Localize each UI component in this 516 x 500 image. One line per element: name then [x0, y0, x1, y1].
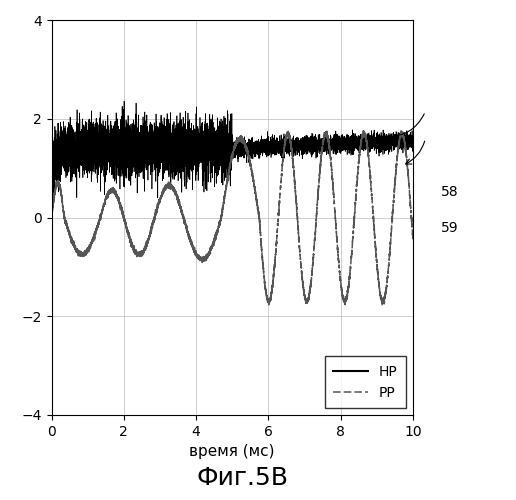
Line: РР: РР: [52, 131, 413, 306]
НР: [121, 98, 127, 104]
РР: [278, 178, 284, 184]
Line: НР: НР: [52, 101, 413, 200]
РР: [67, 231, 73, 237]
РР: [49, 214, 55, 220]
НР: [50, 197, 56, 203]
X-axis label: время (мс): время (мс): [189, 444, 275, 460]
Text: 58: 58: [441, 186, 459, 200]
РР: [335, 258, 342, 264]
НР: [410, 137, 416, 143]
РР: [379, 302, 385, 308]
НР: [67, 151, 73, 157]
РР: [316, 171, 322, 177]
НР: [278, 144, 284, 150]
Text: 59: 59: [441, 220, 459, 234]
РР: [285, 128, 291, 134]
РР: [410, 236, 416, 242]
Legend: НР, РР: НР, РР: [325, 356, 406, 408]
РР: [179, 210, 185, 216]
НР: [180, 124, 186, 130]
НР: [316, 144, 322, 150]
НР: [49, 150, 55, 156]
НР: [262, 150, 268, 156]
НР: [335, 142, 342, 148]
Text: Фиг.5В: Фиг.5В: [197, 466, 288, 490]
РР: [262, 286, 268, 292]
